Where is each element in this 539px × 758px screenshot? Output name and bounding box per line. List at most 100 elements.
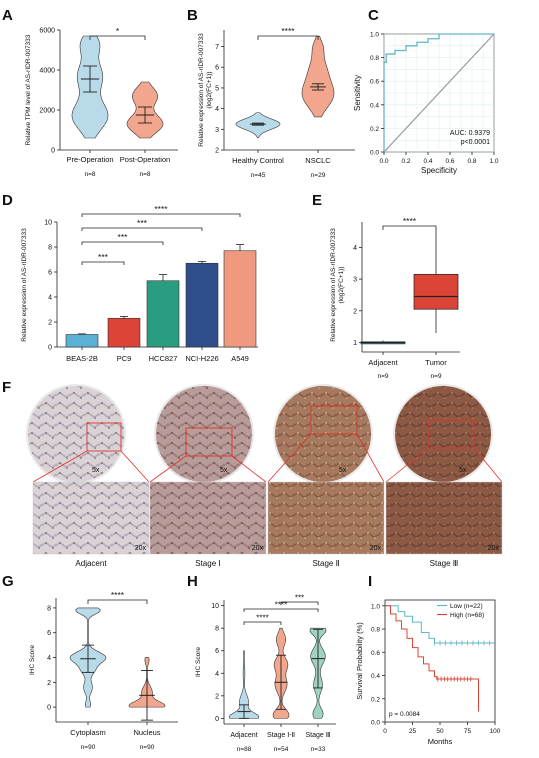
stage-label: Adjacent — [75, 559, 107, 568]
y-tick-label: 5 — [215, 85, 219, 92]
box — [413, 273, 459, 310]
sample-count: n=33 — [311, 746, 326, 753]
significance-label: **** — [403, 216, 417, 226]
y-tick-label: 0 — [48, 345, 52, 352]
y-tick-label: 0 — [47, 705, 51, 712]
stage-label: Stage Ⅱ — [312, 559, 339, 568]
y-axis-label: Sensitivity — [353, 75, 362, 111]
y-tick-label: 0.4 — [370, 102, 379, 109]
tissue-detail-20x — [385, 481, 503, 555]
x-tick-label: 100 — [490, 728, 501, 735]
y-tick-label: 0.2 — [371, 696, 380, 703]
zoom-connector — [120, 450, 150, 483]
panel-label-i: I — [368, 573, 372, 590]
sample-count: n=45 — [251, 172, 266, 179]
significance-label: **** — [281, 26, 295, 36]
magnification-20x: 20x — [252, 545, 264, 552]
violin — [228, 650, 260, 719]
sample-count: n=54 — [274, 746, 289, 753]
y-tick-label: 2 — [48, 320, 52, 327]
significance-bracket — [89, 35, 146, 40]
significance-bracket — [257, 35, 319, 40]
y-tick-label: 0.2 — [370, 126, 379, 133]
bar — [223, 250, 257, 348]
y-tick-label: 2 — [215, 693, 219, 700]
y-tick-label: 0.6 — [371, 650, 380, 657]
legend-label: High (n=68) — [450, 612, 484, 619]
y-axis-label: Relative expression of AS-rIDR-007333(lo… — [330, 228, 345, 342]
sample-count: n=8 — [84, 171, 95, 178]
panel-label-g: G — [2, 573, 14, 590]
y-axis-label: Survival Probability (%) — [355, 622, 364, 700]
x-tick-label: 0.4 — [423, 158, 432, 165]
sample-count: n=90 — [81, 744, 96, 751]
reference-diagonal — [383, 33, 495, 153]
chart-d: 0 2 4 6 8 10 Relative expression of AS-rIDR-00… — [21, 204, 258, 363]
zoom-connector — [385, 447, 429, 483]
x-tick-label: NSCLC — [305, 156, 331, 165]
x-tick-label: Stage Ⅰ-Ⅱ — [267, 732, 295, 739]
y-tick-label: 6000 — [39, 28, 55, 35]
survival-curve — [385, 605, 495, 644]
x-tick-label: Adjacent — [230, 732, 257, 739]
magnification-20x: 20x — [370, 545, 382, 552]
chart-a: 0 2000 4000 6000 Relative TPM level of AS-rI… — [25, 26, 178, 178]
y-tick-label: 0.4 — [371, 673, 380, 680]
x-tick-label: Healthy Control — [232, 156, 284, 165]
significance-label: * — [116, 26, 120, 36]
magnification-5x: 5x — [92, 467, 100, 474]
x-tick-label: Pre-Operation — [66, 155, 113, 164]
roc-curve — [383, 33, 494, 152]
y-tick-label: 4 — [353, 245, 357, 252]
zoom-region-box — [86, 422, 122, 452]
y-axis-label: Relative expression of AS-rIDR-007333(lo… — [198, 33, 213, 147]
auc-text: AUC: 0.9379 — [450, 130, 490, 137]
x-axis-label: Months — [428, 737, 453, 746]
x-tick-label: Post-Operation — [120, 155, 170, 164]
y-tick-label: 0.8 — [370, 55, 379, 62]
significance-label: *** — [137, 218, 148, 228]
zoom-region-box — [185, 427, 233, 457]
significance-bracket — [81, 227, 203, 231]
panel-label-h: H — [187, 573, 198, 590]
y-tick-label: 0.8 — [371, 627, 380, 634]
tissue-detail-20x — [32, 481, 150, 555]
x-tick-label: 1.0 — [489, 158, 498, 165]
y-tick-label: 3 — [353, 277, 357, 284]
zoom-connector — [231, 455, 267, 483]
violin — [301, 35, 335, 118]
x-tick-label: 0.8 — [467, 158, 476, 165]
x-tick-label: 0.2 — [401, 158, 410, 165]
chart-e: 1 2 3 4 Relative expression of AS-rIDR-00733… — [330, 216, 460, 380]
legend-label: Low (n=22) — [450, 603, 483, 610]
p-value-text: p<0.0001 — [461, 139, 490, 146]
tissue-core-5x — [156, 386, 252, 482]
significance-bracket — [81, 261, 125, 265]
sample-count: n=9 — [377, 373, 388, 380]
y-axis-label-line2: (log2(FC+1)) — [338, 266, 345, 303]
y-tick-label: 6 — [48, 270, 52, 277]
x-tick-label: NCI-H226 — [185, 354, 218, 363]
chart-i: 0.0 0.2 0.4 0.6 0.8 1.0 0 25 50 75 100 Months Surviv… — [355, 599, 501, 746]
magnification-20x: 20x — [488, 545, 500, 552]
magnification-5x: 5x — [220, 467, 228, 474]
p-value-text: p = 0.0084 — [389, 711, 420, 718]
y-axis-label-line1: Relative expression of AS-rIDR-007333 — [330, 228, 337, 342]
y-tick-label: 2 — [353, 308, 357, 315]
y-tick-label: 10 — [211, 603, 219, 610]
tissue-detail-20x — [267, 481, 385, 555]
significance-label: *** — [118, 232, 129, 242]
panel-label-f: F — [2, 379, 11, 396]
x-tick-label: 0.6 — [445, 158, 454, 165]
x-tick-label: 75 — [464, 728, 472, 735]
y-tick-label: 8 — [47, 605, 51, 612]
y-tick-label: 1.0 — [371, 603, 380, 610]
sample-count: n=88 — [237, 746, 252, 753]
x-tick-label: Tumor — [425, 358, 447, 367]
stage-label: Stage Ⅰ — [195, 559, 221, 568]
y-tick-label: 2 — [215, 148, 219, 155]
zoom-connector — [356, 433, 385, 483]
x-tick-label: 0 — [383, 728, 387, 735]
